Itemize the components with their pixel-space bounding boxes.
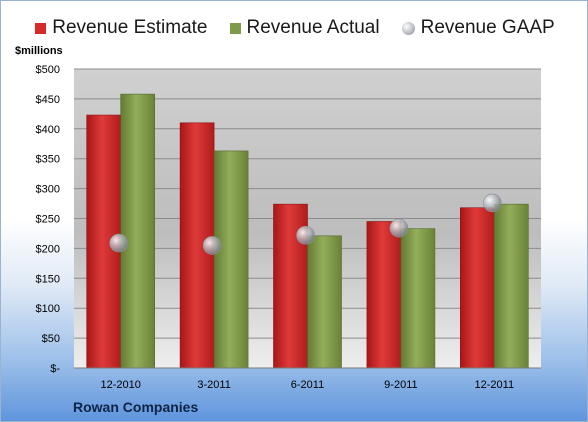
y-tick-label: $500 — [36, 64, 60, 76]
x-axis-ticks: 12-2010 3-2011 6-2011 9-2011 12-2011 — [101, 379, 515, 391]
chart-legend: Revenue Estimate Revenue Actual Revenue … — [1, 17, 587, 39]
x-tick-label: 3-2011 — [197, 379, 230, 391]
y-axis-ticks: $- $50 $100 $150 $200 $250 $300 $350 $400 $450 $50… — [36, 64, 61, 375]
y-tick-label: $450 — [36, 94, 60, 106]
y-tick-label: $400 — [36, 124, 60, 136]
bar-revenue-actual — [213, 150, 249, 369]
legend-item-gaap: Revenue GAAP — [401, 17, 555, 39]
x-tick-label: 9-2011 — [384, 379, 417, 391]
legend-label-estimate: Revenue Estimate — [52, 17, 208, 38]
y-tick-label: $- — [50, 363, 60, 375]
legend-item-estimate: Revenue Estimate — [35, 17, 208, 39]
marker-revenue-gaap — [202, 236, 222, 255]
legend-swatch-estimate — [35, 22, 47, 34]
x-tick-label: 12-2010 — [101, 379, 141, 391]
gaap-markers-group — [109, 193, 502, 255]
y-tick-label: $300 — [36, 184, 60, 196]
y-tick-label: $150 — [36, 273, 60, 285]
legend-swatch-actual — [229, 22, 241, 34]
company-name: Rowan Companies — [73, 399, 199, 415]
marker-revenue-gaap — [482, 193, 502, 213]
bar-revenue-actual — [120, 93, 155, 369]
marker-revenue-gaap — [109, 233, 128, 253]
legend-label-gaap: Revenue GAAP — [420, 17, 555, 38]
bar-revenue-actual — [307, 235, 342, 369]
marker-revenue-gaap — [296, 225, 315, 245]
y-units-label: $millions — [15, 45, 63, 57]
marker-revenue-gaap — [389, 218, 409, 238]
x-tick-label: 6-2011 — [291, 379, 324, 391]
legend-swatch-gaap — [401, 21, 415, 35]
y-tick-label: $200 — [36, 243, 60, 255]
y-tick-label: $250 — [36, 214, 60, 226]
bar-revenue-estimate — [459, 207, 495, 369]
bar-revenue-actual — [493, 203, 529, 369]
y-tick-label: $100 — [36, 303, 60, 315]
legend-label-actual: Revenue Actual — [246, 17, 380, 38]
y-tick-label: $350 — [36, 154, 60, 166]
y-tick-label: $50 — [42, 333, 60, 345]
legend-item-actual: Revenue Actual — [229, 17, 380, 39]
bar-revenue-actual — [400, 228, 436, 369]
bar-revenue-estimate — [366, 221, 402, 369]
x-tick-label: 12-2011 — [475, 379, 515, 391]
